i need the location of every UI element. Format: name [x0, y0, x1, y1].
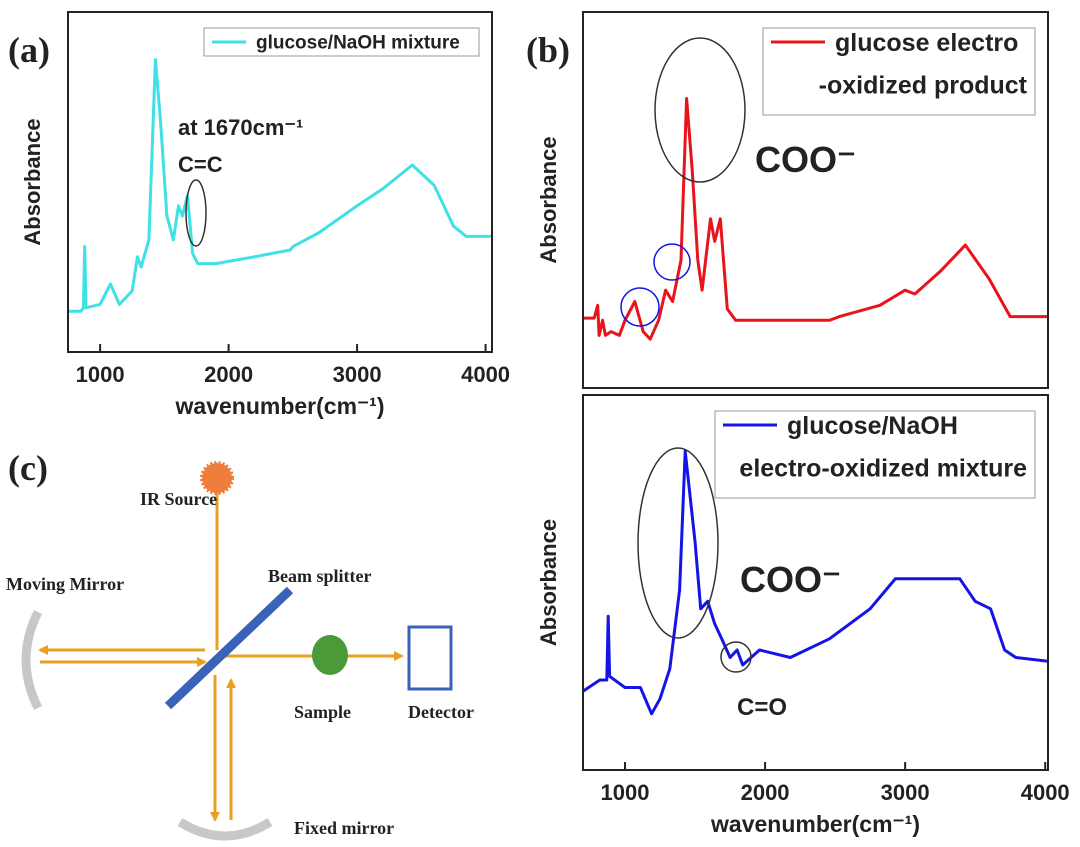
y-axis-label: Absorbance	[20, 118, 45, 245]
legend-label: glucose/NaOH mixture	[256, 33, 460, 54]
panel-label: (b)	[526, 30, 570, 70]
spectrum-line	[582, 449, 1049, 716]
diagram-label: IR Source	[140, 489, 217, 509]
highlight-ring	[620, 287, 660, 327]
panel-label: (a)	[8, 30, 50, 70]
highlight-ring	[637, 447, 719, 639]
spectrum-line	[68, 58, 492, 313]
legend-box	[203, 27, 480, 57]
x-axis-label: wavenumber(cm⁻¹)	[710, 811, 920, 837]
plot-frame	[67, 11, 493, 353]
ftir-diagram: IR Source Moving Mirror Beam splitter Sa…	[6, 461, 474, 841]
x-tick-label: 2000	[204, 362, 253, 387]
annotation: COO⁻	[740, 559, 841, 600]
diagram-label: Fixed mirror	[294, 818, 394, 838]
legend-label: glucose/NaOH electro-oxidized mixture	[739, 412, 1027, 483]
legend-label: glucose electro -oxidized product	[819, 29, 1028, 100]
highlight-ring	[654, 37, 746, 183]
highlight-ring	[185, 179, 207, 247]
x-tick-label: 1000	[601, 780, 650, 805]
plot-frame	[582, 394, 1049, 771]
x-tick-label: 1000	[76, 362, 125, 387]
annotation: C=C	[178, 152, 223, 177]
annotation: COO⁻	[755, 139, 856, 180]
x-axis-label: wavenumber(cm⁻¹)	[175, 393, 385, 419]
diagram-label: Detector	[408, 702, 474, 722]
plot-frame	[582, 11, 1049, 389]
y-axis-label: Absorbance	[536, 136, 561, 263]
chart: 1000 2000 3000 4000 wavenumber(cm⁻¹) Absorban…	[20, 11, 510, 419]
annotation: at 1670cm⁻¹	[178, 115, 303, 140]
x-tick-label: 4000	[461, 362, 510, 387]
diagram-label: Beam splitter	[268, 566, 371, 586]
diagram-label: Sample	[294, 702, 351, 722]
panel-label: (c)	[8, 448, 48, 488]
x-tick-label: 3000	[881, 780, 930, 805]
y-axis-label: Absorbance	[536, 519, 561, 646]
diagram-label: Moving Mirror	[6, 574, 124, 594]
chart: 1000 2000 3000 4000 wavenumber(cm⁻¹) Absorban…	[536, 394, 1070, 837]
annotation: C=O	[737, 694, 787, 721]
chart: Absorbance COO⁻ glucose electro -oxidized p…	[536, 11, 1049, 389]
highlight-ring	[653, 243, 691, 281]
highlight-ring	[720, 641, 752, 673]
x-tick-label: 4000	[1021, 780, 1070, 805]
x-tick-label: 3000	[333, 362, 382, 387]
spectrum-line	[583, 97, 1048, 341]
x-tick-label: 2000	[741, 780, 790, 805]
